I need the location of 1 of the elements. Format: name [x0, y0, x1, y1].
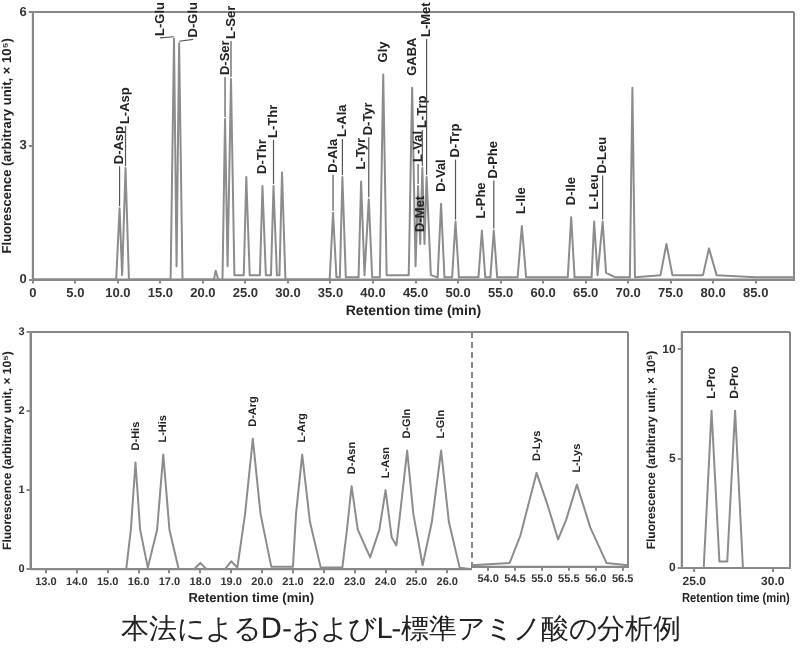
text: 本法によるD-およびL-標準アミノ酸の分析例 [118, 612, 684, 648]
